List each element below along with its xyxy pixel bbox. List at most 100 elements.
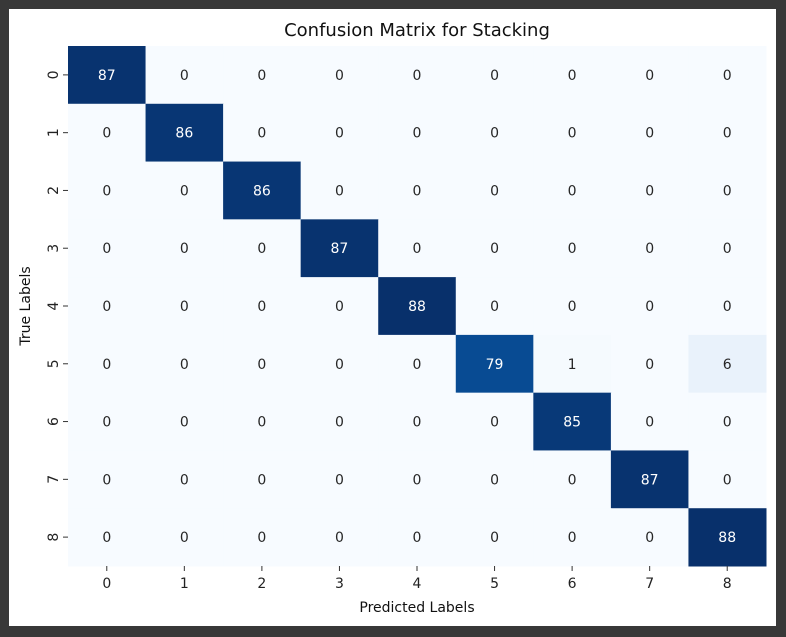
x-tick-label: 5 xyxy=(490,576,499,592)
cell-value-label: 0 xyxy=(102,472,111,488)
cell-value-label: 0 xyxy=(568,126,577,142)
cell-value-label: 0 xyxy=(180,299,189,315)
cell-value-label: 0 xyxy=(102,299,111,315)
cell-value-label: 0 xyxy=(413,126,422,142)
heatmap-cell-1-8 xyxy=(688,103,767,163)
cell-value-label: 0 xyxy=(645,183,654,199)
cell-value-label: 79 xyxy=(486,357,504,373)
heatmap-cell-2-7 xyxy=(610,161,689,220)
heatmap-cell-5-1 xyxy=(145,334,224,394)
cell-value-label: 0 xyxy=(645,126,654,142)
heatmap-cell-7-3 xyxy=(300,450,379,509)
cell-value-label: 0 xyxy=(568,68,577,84)
heatmap-cell-0-6 xyxy=(533,46,612,105)
heatmap-cell-2-5 xyxy=(455,161,534,220)
heatmap-cell-8-1 xyxy=(145,508,224,567)
cell-value-label: 0 xyxy=(568,472,577,488)
cell-value-label: 0 xyxy=(645,530,654,546)
y-axis-title: True Labels xyxy=(18,266,34,346)
heatmap-cell-4-7 xyxy=(610,277,689,336)
heatmap-cell-4-2 xyxy=(223,277,302,336)
y-tick-label: 8 xyxy=(46,533,62,542)
cell-value-label: 0 xyxy=(723,183,732,199)
heatmap-cell-2-8 xyxy=(688,161,767,220)
y-tick-label: 3 xyxy=(46,244,62,253)
heatmap-cell-3-8 xyxy=(688,219,767,278)
heatmap-cell-7-5 xyxy=(455,450,534,509)
cell-value-label: 0 xyxy=(723,415,732,431)
cell-value-label: 0 xyxy=(257,472,266,488)
cell-value-label: 0 xyxy=(335,183,344,199)
chart-frame: Confusion Matrix for Stacking 87 0 0 0 0 0 0 0 0… xyxy=(9,9,776,626)
heatmap-cell-2-3 xyxy=(300,161,379,220)
cell-value-label: 0 xyxy=(335,357,344,373)
heatmap-cell-1-3 xyxy=(300,103,379,163)
heatmap-cell-0-4 xyxy=(378,46,457,105)
cell-value-label: 88 xyxy=(408,299,426,315)
cell-value-label: 0 xyxy=(102,415,111,431)
x-tick-label: 1 xyxy=(180,576,189,592)
cell-value-label: 0 xyxy=(257,530,266,546)
cell-value-label: 0 xyxy=(102,241,111,257)
y-tick-label: 0 xyxy=(46,70,62,79)
cell-value-label: 0 xyxy=(568,241,577,257)
heatmap-cell-5-3 xyxy=(300,334,379,394)
cell-value-label: 0 xyxy=(180,530,189,546)
heatmap-cell-6-6 xyxy=(533,392,612,451)
heatmap-cell-7-7 xyxy=(610,450,689,509)
heatmap-cells: 87 0 0 0 0 0 0 0 0 0 86 0 0 0 0 0 0 0 0 0 86 0 0 0 0 0 0 0 0 0 87 0 0 0 0 0… xyxy=(68,46,767,567)
cell-value-label: 0 xyxy=(102,530,111,546)
cell-value-label: 0 xyxy=(723,68,732,84)
cell-value-label: 0 xyxy=(180,415,189,431)
cell-value-label: 0 xyxy=(413,530,422,546)
heatmap-cell-6-5 xyxy=(455,392,534,451)
x-tick-label: 6 xyxy=(568,576,577,592)
cell-value-label: 0 xyxy=(490,183,499,199)
cell-value-label: 0 xyxy=(723,126,732,142)
cell-value-label: 0 xyxy=(413,183,422,199)
heatmap-cell-4-3 xyxy=(300,277,379,336)
heatmap-cell-8-0 xyxy=(68,508,147,567)
heatmap-cell-5-7 xyxy=(610,334,689,394)
heatmap-cell-5-2 xyxy=(223,334,302,394)
cell-value-label: 0 xyxy=(723,241,732,257)
heatmap-cell-8-8 xyxy=(688,508,767,567)
heatmap-cell-3-3 xyxy=(300,219,379,278)
heatmap-cell-6-1 xyxy=(145,392,224,451)
cell-value-label: 0 xyxy=(257,126,266,142)
cell-value-label: 0 xyxy=(490,126,499,142)
heatmap-cell-0-2 xyxy=(223,46,302,105)
heatmap-cell-2-4 xyxy=(378,161,457,220)
cell-value-label: 0 xyxy=(490,530,499,546)
heatmap-cell-8-4 xyxy=(378,508,457,567)
cell-value-label: 0 xyxy=(723,472,732,488)
cell-value-label: 87 xyxy=(98,68,116,84)
cell-value-label: 0 xyxy=(723,299,732,315)
cell-value-label: 0 xyxy=(335,299,344,315)
cell-value-label: 0 xyxy=(257,68,266,84)
heatmap-cell-5-8 xyxy=(688,334,767,394)
y-tick-label: 1 xyxy=(46,128,62,137)
x-tick-label: 3 xyxy=(335,576,344,592)
x-tick-label: 7 xyxy=(645,576,654,592)
heatmap-cell-1-2 xyxy=(223,103,302,163)
cell-value-label: 86 xyxy=(253,183,271,199)
y-tick-label: 2 xyxy=(46,186,62,195)
cell-value-label: 0 xyxy=(102,357,111,373)
heatmap-cell-4-8 xyxy=(688,277,767,336)
cell-value-label: 0 xyxy=(257,241,266,257)
cell-value-label: 0 xyxy=(180,68,189,84)
heatmap-cell-0-0 xyxy=(68,46,147,105)
heatmap-cell-7-6 xyxy=(533,450,612,509)
y-axis-ticks: 0 1 2 3 4 5 6 7 8 xyxy=(46,70,68,542)
cell-value-label: 0 xyxy=(413,357,422,373)
heatmap-cell-2-1 xyxy=(145,161,224,220)
heatmap-cell-4-4 xyxy=(378,277,457,336)
heatmap-cell-8-7 xyxy=(610,508,689,567)
heatmap-cell-5-5 xyxy=(455,334,534,394)
heatmap-cell-3-5 xyxy=(455,219,534,278)
cell-value-label: 0 xyxy=(257,415,266,431)
cell-value-label: 0 xyxy=(645,357,654,373)
cell-value-label: 0 xyxy=(568,530,577,546)
x-axis-ticks: 0 1 2 3 4 5 6 7 8 xyxy=(102,566,732,592)
